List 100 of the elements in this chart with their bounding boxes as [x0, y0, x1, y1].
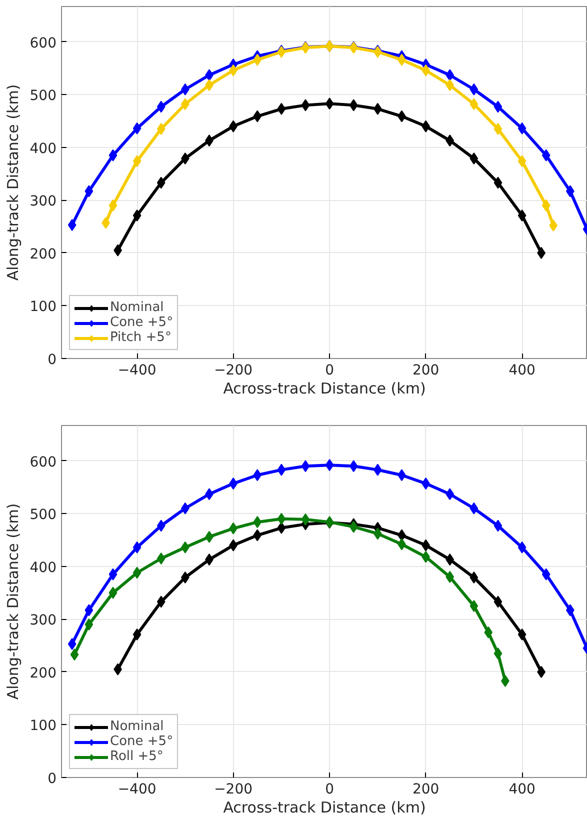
point	[108, 568, 118, 580]
point	[494, 176, 502, 189]
point	[84, 618, 94, 630]
point	[70, 648, 79, 661]
y-tick-label: 0	[48, 352, 57, 368]
x-axis-title: Across-track Distance (km)	[223, 380, 426, 398]
point	[349, 99, 358, 112]
legend-label: Roll +5°	[110, 749, 164, 764]
point	[494, 100, 502, 113]
point	[132, 209, 142, 222]
y-tick-label: 600	[30, 454, 57, 470]
x-axis-title: Across-track Distance (km)	[223, 798, 426, 816]
y-tick-label: 200	[30, 246, 57, 262]
x-tick-label: 200	[412, 362, 440, 378]
point	[277, 102, 286, 115]
point	[253, 516, 262, 528]
point	[518, 122, 526, 134]
x-tick-label: −200	[214, 782, 253, 798]
point	[518, 628, 526, 640]
point	[470, 502, 478, 514]
point	[446, 134, 454, 147]
point	[470, 571, 478, 584]
point	[108, 199, 118, 212]
legend-label: Cone +5°	[110, 734, 174, 749]
point	[277, 464, 286, 476]
point	[156, 100, 166, 113]
y-tick-label: 200	[30, 665, 57, 682]
y-tick-label: 100	[30, 718, 57, 734]
point	[156, 176, 166, 189]
y-tick-label: 400	[30, 140, 57, 157]
point	[156, 122, 166, 135]
y-tick-label: 400	[30, 560, 57, 576]
legend-label: Nominal	[110, 300, 164, 315]
x-tick-label: −200	[214, 362, 253, 378]
point	[301, 99, 310, 112]
point	[301, 460, 310, 472]
point	[446, 570, 454, 583]
point	[156, 596, 166, 608]
point	[132, 566, 142, 579]
point	[325, 459, 334, 472]
point	[253, 469, 262, 482]
point	[132, 155, 142, 168]
point	[301, 513, 310, 526]
point	[349, 520, 358, 533]
point	[494, 520, 502, 532]
legend-label: Cone +5°	[110, 315, 174, 330]
point	[470, 83, 478, 96]
point	[470, 98, 478, 110]
point	[68, 218, 76, 231]
y-tick-label: 0	[48, 771, 57, 787]
point	[494, 647, 502, 660]
point	[68, 638, 76, 650]
y-tick-label: 600	[30, 35, 57, 52]
y-tick-label: 100	[30, 299, 57, 316]
point	[84, 185, 94, 198]
point	[518, 155, 526, 168]
point	[349, 460, 358, 472]
point	[108, 586, 118, 599]
point	[542, 568, 550, 580]
point	[470, 152, 478, 164]
point	[156, 520, 166, 532]
y-axis-title: Along-track Distance (km)	[4, 503, 22, 700]
point	[518, 209, 526, 222]
y-axis-title: Along-track Distance (km)	[4, 84, 22, 281]
x-tick-label: −400	[118, 362, 156, 378]
point	[253, 529, 262, 542]
x-tick-label: 0	[325, 362, 334, 378]
y-tick-label: 500	[30, 507, 57, 524]
point	[446, 554, 454, 566]
point	[446, 69, 454, 82]
point	[446, 79, 454, 92]
point	[494, 596, 502, 608]
x-tick-label: 0	[325, 782, 334, 798]
point	[542, 199, 550, 212]
y-tick-label: 300	[30, 612, 57, 629]
point	[277, 522, 286, 534]
x-tick-label: 200	[412, 782, 440, 798]
point	[84, 604, 94, 616]
x-tick-label: −400	[118, 782, 156, 798]
point	[253, 110, 262, 122]
point	[253, 54, 262, 66]
point	[325, 98, 334, 110]
point	[518, 541, 526, 554]
point	[470, 600, 478, 612]
y-tick-label: 500	[30, 88, 57, 104]
point	[494, 122, 502, 135]
point	[156, 552, 166, 564]
legend-label: Nominal	[110, 719, 164, 734]
x-tick-label: 400	[508, 362, 536, 378]
point	[108, 149, 118, 162]
point	[132, 541, 142, 554]
point	[446, 488, 454, 500]
point	[132, 122, 142, 134]
x-tick-label: 400	[508, 782, 536, 798]
legend-label: Pitch +5°	[110, 330, 172, 345]
point	[542, 149, 550, 162]
point	[277, 512, 286, 525]
y-tick-label: 300	[30, 194, 57, 210]
point	[484, 626, 493, 638]
point	[132, 628, 142, 640]
